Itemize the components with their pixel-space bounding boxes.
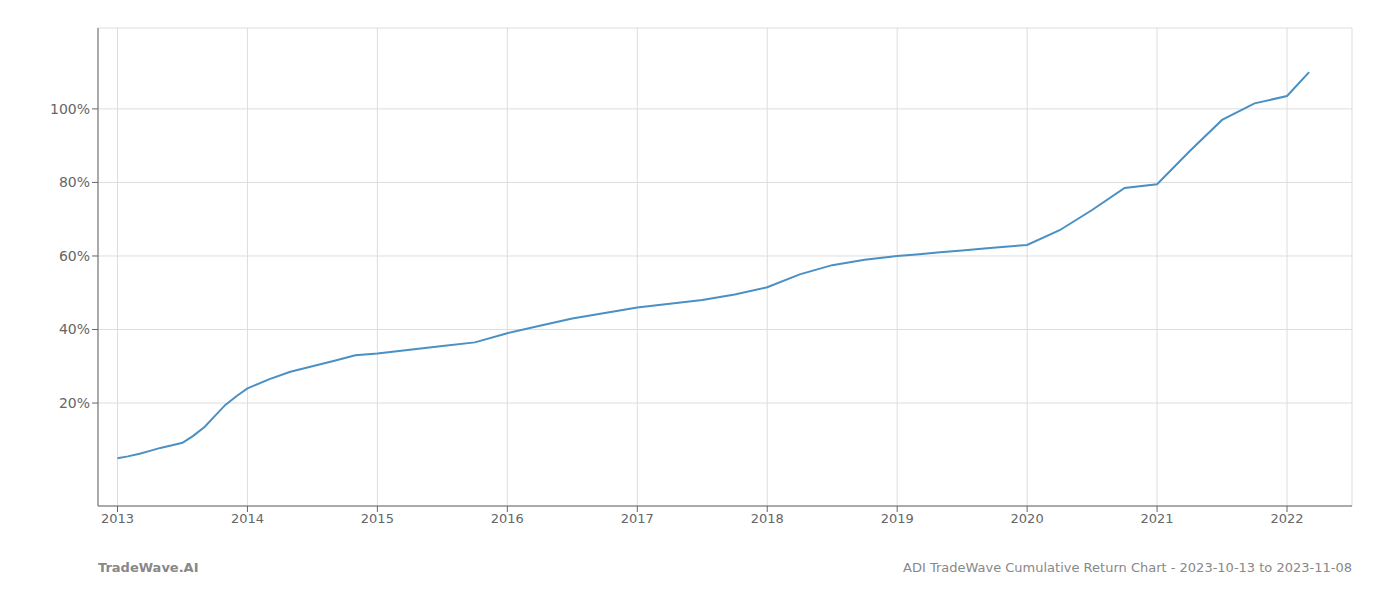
svg-text:2021: 2021 xyxy=(1141,511,1174,526)
svg-text:2020: 2020 xyxy=(1011,511,1044,526)
svg-text:60%: 60% xyxy=(59,248,90,264)
svg-text:80%: 80% xyxy=(59,174,90,190)
svg-text:40%: 40% xyxy=(59,321,90,337)
svg-text:2017: 2017 xyxy=(621,511,654,526)
svg-text:2015: 2015 xyxy=(361,511,394,526)
svg-text:100%: 100% xyxy=(50,101,90,117)
svg-text:2019: 2019 xyxy=(881,511,914,526)
html-text:ADI TradeWave Cumulative Retur: ADI TradeWave Cumulative Return Chart - … xyxy=(903,560,1352,575)
svg-text:2013: 2013 xyxy=(101,511,134,526)
svg-text:2014: 2014 xyxy=(231,511,264,526)
html-text:TradeWave.AI: TradeWave.AI xyxy=(98,560,199,575)
svg-text:2016: 2016 xyxy=(491,511,524,526)
svg-text:2018: 2018 xyxy=(751,511,784,526)
svg-text:2022: 2022 xyxy=(1270,511,1303,526)
svg-text:20%: 20% xyxy=(59,395,90,411)
